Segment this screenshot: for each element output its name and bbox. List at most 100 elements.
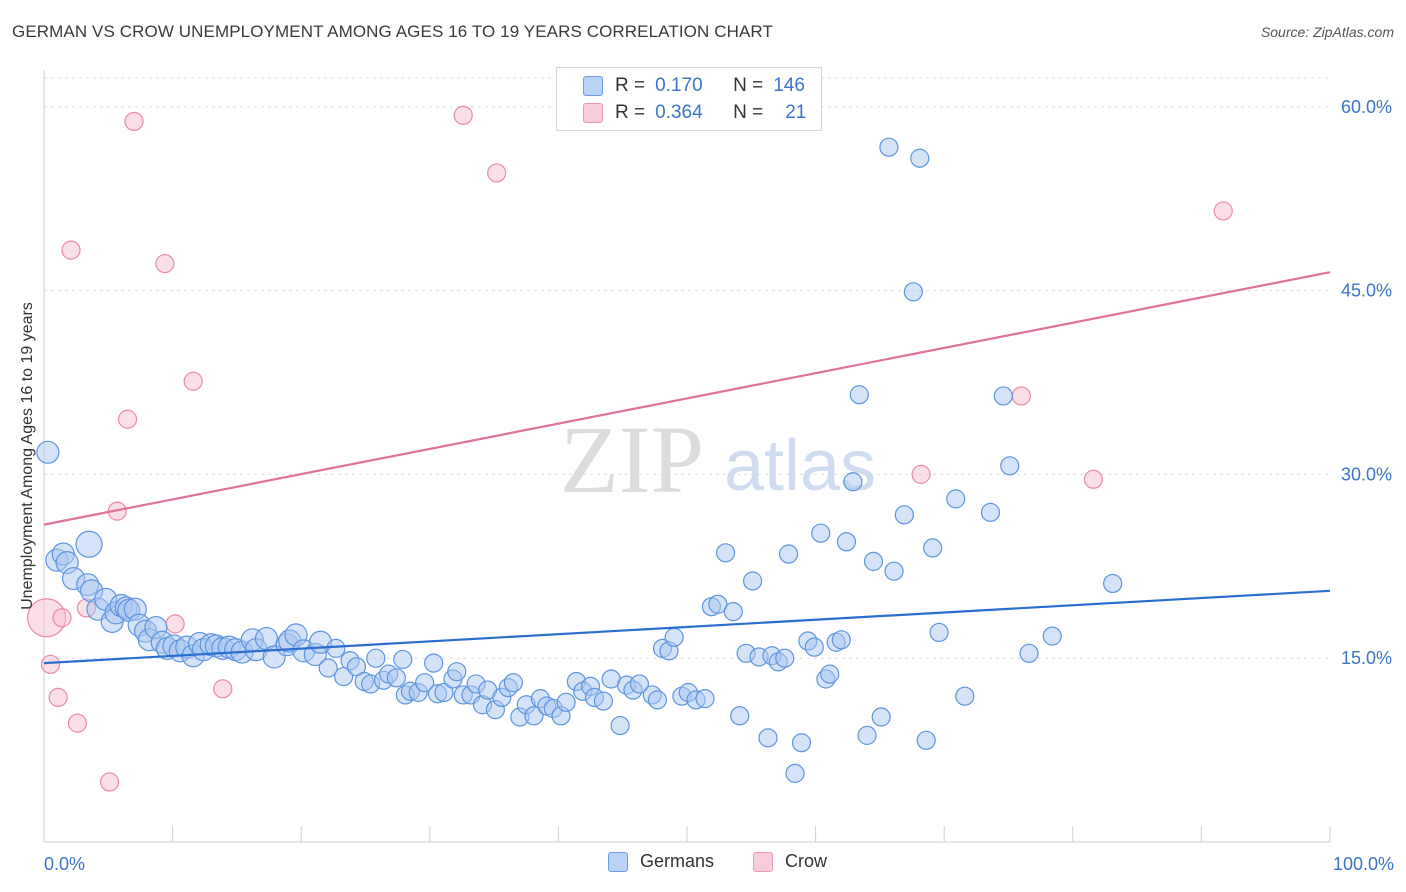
german-point <box>610 715 630 736</box>
tick-label-layer: 15.0% 30.0% 45.0% 60.0% 0.0% 100.0% <box>44 97 1394 874</box>
german-point <box>593 691 614 711</box>
crow-point <box>213 679 233 699</box>
german-point <box>1000 456 1020 476</box>
crow-points <box>26 105 1233 792</box>
german-point <box>791 733 812 753</box>
german-point <box>863 551 884 571</box>
legend-r-label: R = <box>615 102 646 123</box>
german-point <box>1042 626 1062 646</box>
crow-trendline <box>43 271 1331 526</box>
crow-point <box>911 464 931 484</box>
legend-r-value-germans: 0.170 <box>655 75 703 96</box>
german-point <box>820 664 840 684</box>
legend-row-crow: R = 0.364 N = 21 <box>583 101 806 125</box>
german-point <box>1019 643 1039 663</box>
crow-point <box>487 163 507 183</box>
german-point <box>929 622 949 643</box>
german-points <box>36 137 1123 783</box>
bottom-legend-label-germans: Germans <box>640 851 715 871</box>
legend-swatch-crow <box>583 103 603 123</box>
german-point <box>415 673 435 693</box>
crow-point <box>48 687 68 708</box>
legend-r-value-crow: 0.364 <box>655 102 703 123</box>
german-point <box>503 673 523 693</box>
german-point <box>715 543 736 563</box>
german-trendline <box>43 589 1331 665</box>
crow-point <box>40 654 61 674</box>
german-point <box>916 730 936 750</box>
german-point <box>871 707 891 727</box>
german-point <box>894 505 914 525</box>
german-point <box>778 544 799 564</box>
legend-r-label: R = <box>615 75 646 96</box>
legend: R = 0.170 N = 146 R = 0.364 N = 21 <box>556 67 822 131</box>
german-point <box>393 649 413 670</box>
german-point <box>447 662 467 682</box>
german-point <box>843 472 863 492</box>
german-point <box>742 571 763 591</box>
german-point <box>849 385 869 405</box>
legend-row-germans: R = 0.170 N = 146 <box>583 74 805 98</box>
german-point <box>903 282 923 302</box>
y-axis-label: Unemployment Among Ages 16 to 19 years <box>19 302 36 610</box>
legend-n-label: N = <box>733 75 764 96</box>
crow-point <box>67 713 88 733</box>
grid-layer <box>44 77 1330 659</box>
chart-title: GERMAN VS CROW UNEMPLOYMENT AMONG AGES 1… <box>12 22 773 41</box>
crow-point <box>453 105 473 125</box>
legend-n-label: N = <box>733 102 764 123</box>
german-point <box>879 137 899 157</box>
watermark-zip: ZIP <box>560 406 704 513</box>
trend-layer <box>43 271 1331 665</box>
german-point <box>804 637 824 657</box>
german-point <box>758 728 778 748</box>
german-point <box>708 594 728 614</box>
german-point <box>955 686 975 706</box>
legend-swatch-germans <box>583 76 603 96</box>
crow-point <box>99 772 120 792</box>
german-point <box>857 725 877 745</box>
german-point <box>524 706 544 726</box>
x-tick-label-min: 0.0% <box>44 854 85 874</box>
legend-n-value-crow: 21 <box>785 102 807 123</box>
watermark-atlas: atlas <box>724 426 876 506</box>
german-point <box>785 763 805 783</box>
crow-point <box>52 608 72 628</box>
crow-point <box>155 254 175 274</box>
german-point <box>910 148 930 168</box>
crow-point <box>1213 201 1233 221</box>
german-point <box>366 648 386 668</box>
german-point <box>75 530 103 558</box>
crow-point <box>183 371 203 391</box>
german-point <box>836 532 857 552</box>
german-point <box>1103 573 1123 594</box>
german-point <box>424 653 444 673</box>
german-point <box>629 674 650 694</box>
bottom-legend-crow: Crow <box>753 851 827 872</box>
german-point <box>730 706 750 726</box>
bottom-legend-swatch-germans <box>608 851 628 872</box>
x-tick-label-max: 100.0% <box>1333 854 1394 874</box>
german-point <box>647 690 668 710</box>
german-point <box>386 668 406 688</box>
crow-point <box>61 240 81 260</box>
german-point <box>775 648 795 668</box>
y-tick-label: 15.0% <box>1341 648 1392 668</box>
german-point <box>831 630 851 650</box>
crow-point <box>117 409 138 429</box>
bottom-legend-germans: Germans <box>608 851 714 872</box>
german-point <box>664 627 684 647</box>
y-tick-label: 30.0% <box>1341 464 1392 484</box>
bottom-legend-swatch-crow <box>753 851 773 872</box>
chart-source: Source: ZipAtlas.com <box>1260 24 1394 40</box>
german-point <box>695 689 715 709</box>
german-point <box>556 692 576 712</box>
german-point <box>434 682 454 703</box>
german-point <box>723 602 743 622</box>
crow-point <box>165 614 185 634</box>
bottom-legend-label-crow: Crow <box>785 851 828 871</box>
y-tick-label: 45.0% <box>1341 281 1392 301</box>
german-point <box>811 523 831 543</box>
crow-point <box>1083 469 1103 489</box>
